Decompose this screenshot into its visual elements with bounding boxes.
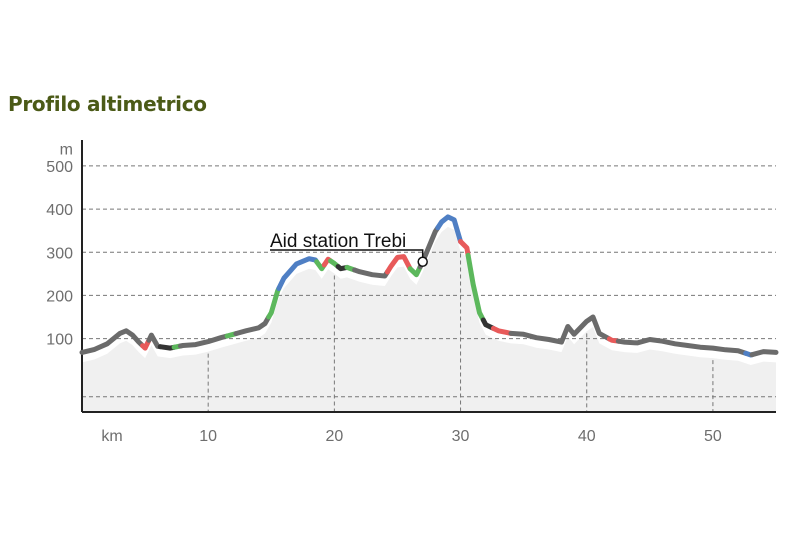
x-axis-unit-label: km	[101, 428, 122, 445]
x-tick-label-50: 50	[704, 428, 722, 445]
x-tick-label-40: 40	[578, 428, 596, 445]
y-tick-label-200: 200	[46, 288, 73, 305]
profile-segment-flat[interactable]	[233, 314, 272, 337]
profile-segment-green[interactable]	[407, 264, 423, 278]
annotation-label: Aid station Trebi	[270, 231, 406, 252]
y-tick-label-500: 500	[46, 159, 73, 176]
profile-segment-flat[interactable]	[352, 267, 390, 279]
profile-segment-blue[interactable]	[435, 214, 463, 244]
aid-station-marker[interactable]	[417, 256, 428, 268]
profile-segment-dark[interactable]	[480, 317, 496, 331]
profile-segment-green[interactable]	[465, 252, 486, 323]
y-tick-label-300: 300	[46, 245, 73, 262]
x-tick-label-30: 30	[452, 428, 470, 445]
profile-segment-flat[interactable]	[177, 333, 230, 349]
elevation-area	[82, 226, 776, 412]
x-tick-label-20: 20	[325, 428, 343, 445]
page-title: Profilo altimetrico	[8, 92, 207, 116]
elevation-fill-group	[82, 226, 776, 412]
profile-segment-red[interactable]	[490, 325, 514, 336]
annotation-group[interactable]: Aid station Trebi	[270, 231, 428, 268]
gridlines-group	[82, 165, 776, 412]
y-tick-label-400: 400	[46, 202, 73, 219]
x-tick-label-10: 10	[199, 428, 217, 445]
profile-segment-flat[interactable]	[79, 328, 146, 355]
elevation-line-group[interactable]	[79, 214, 779, 358]
y-tick-label-100: 100	[46, 332, 73, 349]
axes-group	[81, 140, 776, 413]
profile-segment-flat[interactable]	[615, 337, 749, 356]
profile-segment-flat[interactable]	[508, 314, 612, 345]
profile-segment-red[interactable]	[384, 254, 413, 275]
profile-segment-flat[interactable]	[749, 349, 779, 358]
y-axis-unit-label: m	[60, 142, 73, 159]
profile-segment-red[interactable]	[140, 337, 152, 351]
